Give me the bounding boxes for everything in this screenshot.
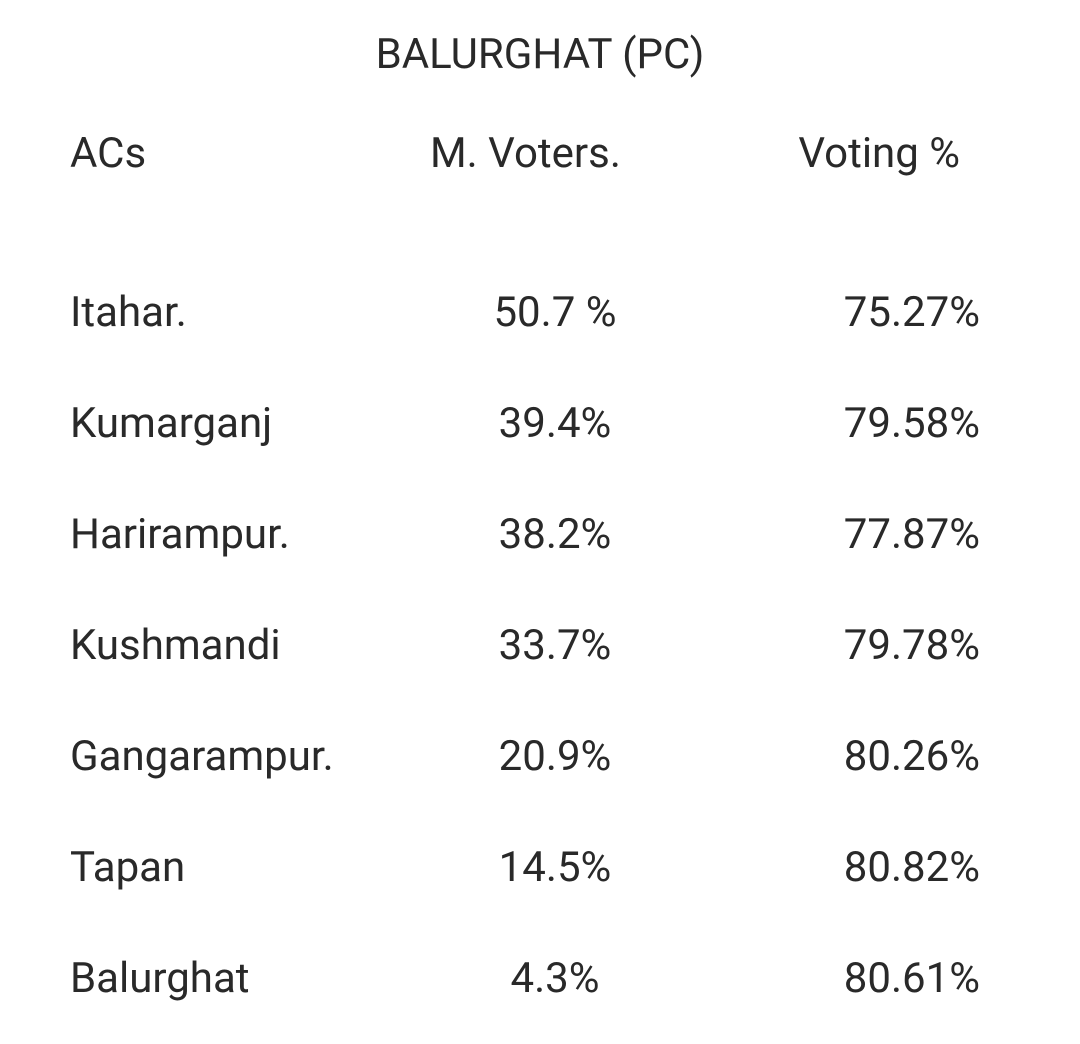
cell-voting: 80.26%	[700, 732, 1010, 781]
col-header-voting: Voting %	[700, 129, 1010, 178]
cell-mvoters: 14.5%	[410, 843, 700, 892]
cell-voting: 80.61%	[700, 954, 1010, 1003]
cell-voting: 77.87%	[700, 510, 1010, 559]
cell-voting: 80.82%	[700, 843, 1010, 892]
cell-mvoters: 38.2%	[410, 510, 700, 559]
cell-mvoters: 20.9%	[410, 732, 700, 781]
table-row: Tapan 14.5% 80.82%	[70, 843, 1010, 892]
cell-ac: Harirampur.	[70, 510, 410, 559]
cell-ac: Kumarganj	[70, 399, 410, 448]
cell-mvoters: 33.7%	[410, 621, 700, 670]
cell-ac: Kushmandi	[70, 621, 410, 670]
cell-voting: 79.78%	[700, 621, 1010, 670]
cell-mvoters: 4.3%	[410, 954, 700, 1003]
cell-mvoters: 50.7 %	[410, 288, 700, 337]
col-header-mvoters: M. Voters.	[410, 129, 700, 178]
cell-ac: Gangarampur.	[70, 732, 410, 781]
cell-voting: 75.27%	[700, 288, 1010, 337]
cell-ac: Balurghat	[70, 954, 410, 1003]
voting-table: ACs M. Voters. Voting % Itahar. 50.7 % 7…	[70, 129, 1010, 1003]
table-row: Balurghat 4.3% 80.61%	[70, 954, 1010, 1003]
table-row: Kumarganj 39.4% 79.58%	[70, 399, 1010, 448]
table-row: Itahar. 50.7 % 75.27%	[70, 288, 1010, 337]
table-row: Kushmandi 33.7% 79.78%	[70, 621, 1010, 670]
table-row: Harirampur. 38.2% 77.87%	[70, 510, 1010, 559]
col-header-ac: ACs	[70, 129, 410, 178]
table-header-row: ACs M. Voters. Voting %	[70, 129, 1010, 178]
cell-voting: 79.58%	[700, 399, 1010, 448]
cell-mvoters: 39.4%	[410, 399, 700, 448]
table-row: Gangarampur. 20.9% 80.26%	[70, 732, 1010, 781]
page-title: BALURGHAT (PC)	[70, 30, 1010, 79]
cell-ac: Itahar.	[70, 288, 410, 337]
cell-ac: Tapan	[70, 843, 410, 892]
